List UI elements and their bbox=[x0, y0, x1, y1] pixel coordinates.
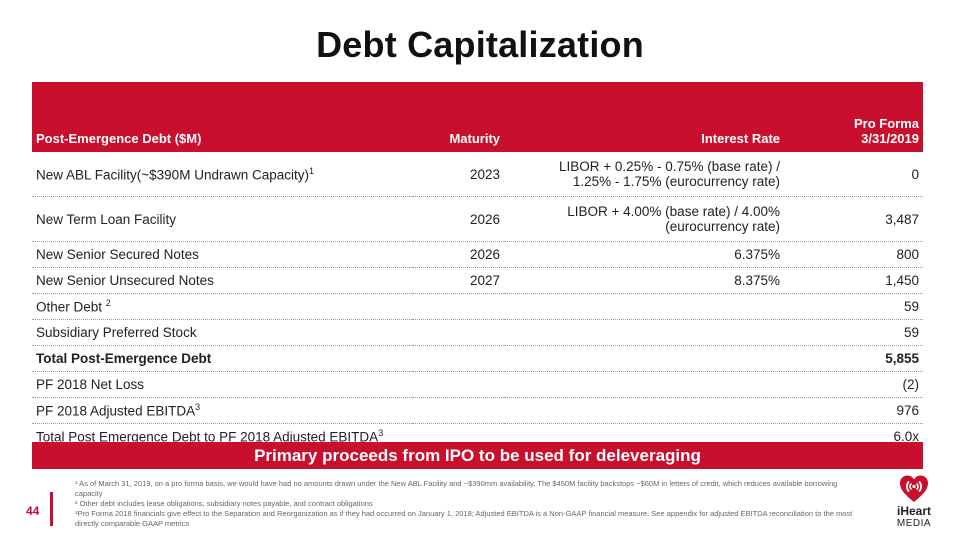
row-label: New ABL Facility(~$390M Undrawn Capacity… bbox=[32, 152, 412, 197]
debt-table: Post-Emergence Debt ($M) Maturity Intere… bbox=[32, 82, 923, 450]
row-rate bbox=[504, 293, 784, 320]
row-value: 1,450 bbox=[784, 267, 923, 294]
header-debt: Post-Emergence Debt ($M) bbox=[32, 82, 412, 152]
row-label: New Senior Secured Notes bbox=[32, 241, 412, 268]
table-header-row: Post-Emergence Debt ($M) Maturity Intere… bbox=[32, 82, 923, 152]
table-row: New Senior Unsecured Notes 2027 8.375% 1… bbox=[32, 267, 923, 294]
page-number: 44 bbox=[26, 504, 40, 518]
row-rate: 8.375% bbox=[504, 267, 784, 294]
row-value: 976 bbox=[784, 397, 923, 424]
row-rate bbox=[504, 397, 784, 424]
row-maturity: 2026 bbox=[412, 196, 504, 242]
row-maturity bbox=[412, 293, 504, 320]
table-row: Subsidiary Preferred Stock 59 bbox=[32, 319, 923, 346]
row-value: 59 bbox=[784, 319, 923, 346]
heart-radio-icon bbox=[900, 475, 928, 502]
row-value: 5,855 bbox=[784, 345, 923, 372]
row-rate bbox=[504, 345, 784, 372]
row-label: PF 2018 Net Loss bbox=[32, 371, 412, 398]
row-rate: LIBOR + 4.00% (base rate) / 4.00% (eurocu… bbox=[504, 196, 784, 242]
header-pro-forma-line1: Pro Forma bbox=[853, 116, 919, 131]
page-title: Debt Capitalization bbox=[316, 24, 644, 65]
row-value: 59 bbox=[784, 293, 923, 320]
table-row: PF 2018 Adjusted EBITDA3 976 bbox=[32, 397, 923, 424]
footnote-2: ² Other debt includes lease obligations,… bbox=[75, 499, 373, 508]
row-label: PF 2018 Adjusted EBITDA3 bbox=[32, 397, 412, 424]
row-label: Total Post-Emergence Debt bbox=[32, 345, 412, 372]
footnotes: ¹ As of March 31, 2019, on a pro forma b… bbox=[75, 479, 865, 529]
table-row: New ABL Facility(~$390M Undrawn Capacity… bbox=[32, 152, 923, 197]
row-value: (2) bbox=[784, 371, 923, 398]
logo-wordmark: iHeart bbox=[896, 504, 931, 518]
row-label: New Term Loan Facility bbox=[32, 196, 412, 242]
row-rate bbox=[504, 371, 784, 398]
row-rate bbox=[504, 319, 784, 346]
footnote-1: ¹ As of March 31, 2019, on a pro forma b… bbox=[75, 479, 838, 498]
table-row: New Term Loan Facility 2026 LIBOR + 4.00… bbox=[32, 196, 923, 242]
row-rate: 6.375% bbox=[504, 241, 784, 268]
row-value: 800 bbox=[784, 241, 923, 268]
row-maturity bbox=[412, 345, 504, 372]
header-maturity: Maturity bbox=[412, 82, 504, 152]
row-rate: LIBOR + 0.25% - 0.75% (base rate) /1.25%… bbox=[504, 152, 784, 197]
row-maturity: 2027 bbox=[412, 267, 504, 294]
table-row: Other Debt 2 59 bbox=[32, 293, 923, 320]
row-maturity: 2023 bbox=[412, 152, 504, 197]
iheartmedia-logo: iHeart MEDIA bbox=[884, 474, 944, 534]
row-maturity bbox=[412, 397, 504, 424]
header-pro-forma: Pro Forma 3/31/2019 bbox=[784, 82, 923, 152]
row-value: 3,487 bbox=[784, 196, 923, 242]
row-maturity bbox=[412, 371, 504, 398]
table-row-total: Total Post-Emergence Debt 5,855 bbox=[32, 345, 923, 372]
page-divider bbox=[50, 492, 53, 526]
footnote-3: ³Pro Forma 2018 financials give effect t… bbox=[75, 509, 853, 528]
table-row: New Senior Secured Notes 2026 6.375% 800 bbox=[32, 241, 923, 268]
row-maturity: 2026 bbox=[412, 241, 504, 268]
row-label: Subsidiary Preferred Stock bbox=[32, 319, 412, 346]
header-interest-rate: Interest Rate bbox=[504, 82, 784, 152]
row-label: Other Debt 2 bbox=[32, 293, 412, 320]
header-pro-forma-line2: 3/31/2019 bbox=[861, 131, 919, 146]
row-label: New Senior Unsecured Notes bbox=[32, 267, 412, 294]
table-row: PF 2018 Net Loss (2) bbox=[32, 371, 923, 398]
ipo-proceeds-banner: Primary proceeds from IPO to be used for… bbox=[32, 442, 923, 469]
logo-subtext: MEDIA bbox=[896, 518, 932, 529]
row-value: 0 bbox=[784, 152, 923, 197]
row-maturity bbox=[412, 319, 504, 346]
